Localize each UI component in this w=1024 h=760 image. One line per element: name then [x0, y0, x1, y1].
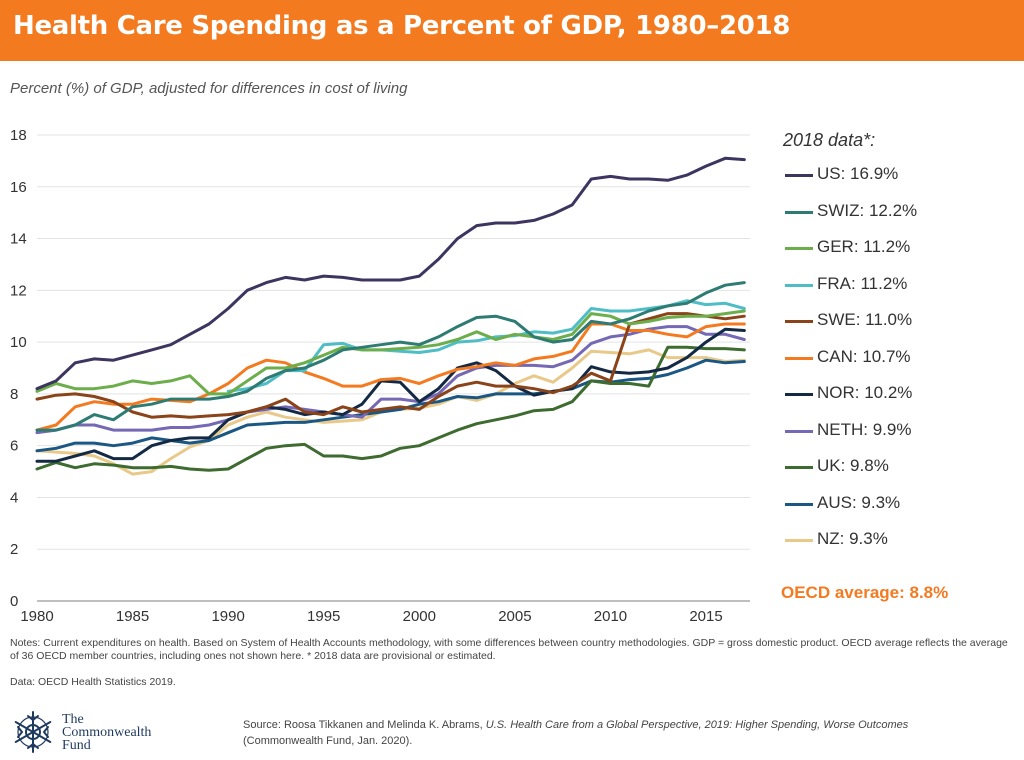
chart-subtitle: Percent (%) of GDP, adjusted for differe…	[10, 80, 408, 97]
source-prefix: Source: Roosa Tikkanen and Melinda K. Ab…	[243, 719, 486, 731]
x-tick-label: 1985	[116, 608, 149, 625]
legend-label: FRA: 11.2%	[817, 273, 908, 293]
x-tick-label: 2015	[689, 608, 722, 625]
commonwealth-fund-snowflake-icon	[14, 711, 52, 753]
legend-label: CAN: 10.7%	[817, 346, 911, 366]
x-axis-ticks: 1980 1985 1990 1995 2000 2005 2010 2015	[20, 608, 722, 625]
legend-item: GER: 11.2%	[785, 237, 1005, 261]
y-axis-ticks: 0 2 4 6 8 10 12 14 16 18	[10, 127, 27, 610]
legend-item: NOR: 10.2%	[785, 383, 1005, 407]
data-source: Data: OECD Health Statistics 2019.	[10, 676, 176, 688]
series-line-aus	[35, 358, 746, 453]
legend-item: SWE: 11.0%	[785, 310, 1005, 334]
legend-swatch	[785, 502, 813, 506]
legend-label: UK: 9.8%	[817, 456, 889, 475]
y-tick-label: 16	[10, 179, 27, 196]
y-tick-label: 10	[10, 334, 27, 351]
legend-label: SWIZ: 12.2%	[817, 200, 918, 220]
source-citation: Source: Roosa Tikkanen and Melinda K. Ab…	[243, 717, 1003, 749]
legend-swatch	[785, 174, 813, 177]
logo-line-3: Fund	[62, 738, 91, 753]
legend-item: US: 16.9%	[785, 164, 1005, 188]
y-tick-label: 6	[10, 438, 18, 455]
legend-item: UK: 9.8%	[785, 456, 1005, 480]
x-tick-label: 2010	[594, 608, 627, 625]
series-line-us	[35, 156, 746, 391]
y-tick-label: 8	[10, 386, 18, 403]
legend-label: NOR: 10.2%	[817, 383, 913, 402]
legend-swatch	[785, 429, 813, 433]
chart-gridlines	[37, 134, 750, 602]
series-line-swiz	[35, 281, 746, 432]
y-tick-label: 12	[10, 282, 27, 299]
legend-label: SWE: 11.0%	[817, 310, 913, 329]
legend-item: SWIZ: 12.2%	[785, 201, 1005, 225]
legend-item: AUS: 9.3%	[785, 493, 1005, 517]
chart-title: Health Care Spending as a Percent of GDP…	[13, 11, 791, 41]
x-tick-label: 1980	[20, 608, 53, 625]
logo-line-1: The	[62, 712, 84, 727]
chart-series-lines	[35, 156, 746, 476]
legend-label: NZ: 9.3%	[817, 529, 888, 548]
legend-title: 2018 data*:	[783, 130, 876, 150]
y-tick-label: 2	[10, 541, 18, 558]
y-tick-label: 18	[10, 127, 27, 144]
legend-swatch	[785, 210, 813, 214]
chart-notes: Notes: Current expenditures on health. B…	[10, 637, 1008, 662]
x-tick-label: 2000	[403, 608, 436, 625]
legend-swatch	[785, 466, 813, 469]
legend-label: AUS: 9.3%	[817, 492, 901, 512]
legend-item: NZ: 9.3%	[785, 529, 1005, 553]
legend-label: US: 16.9%	[817, 164, 899, 183]
legend-label: GER: 11.2%	[817, 237, 911, 256]
legend-item: FRA: 11.2%	[785, 274, 1005, 298]
y-tick-label: 14	[10, 231, 27, 248]
title-banner: Health Care Spending as a Percent of GDP…	[0, 0, 1024, 61]
legend-swatch	[785, 320, 813, 323]
series-line-uk	[35, 345, 746, 472]
y-tick-label: 4	[10, 489, 18, 506]
y-tick-label: 0	[10, 593, 18, 610]
commonwealth-fund-logo-text: The Commonwealth Fund	[62, 712, 152, 753]
legend-swatch	[785, 356, 813, 360]
logo-line-2: Commonwealth	[62, 725, 152, 740]
series-line-swe	[35, 312, 746, 419]
legend-item: NETH: 9.9%	[785, 420, 1005, 444]
x-tick-label: 1990	[211, 608, 244, 625]
legend-swatch	[785, 539, 813, 542]
series-line-nor	[35, 327, 746, 463]
source-title: U.S. Health Care from a Global Perspecti…	[485, 719, 909, 731]
oecd-average-label: OECD average: 8.8%	[781, 583, 949, 602]
legend-swatch	[785, 393, 813, 396]
series-line-ger	[35, 309, 746, 396]
line-chart: 1980 1985 1990 1995 2000 2005 2010 2015 0 2 4 6 8 10…	[10, 127, 750, 625]
x-tick-label: 2005	[498, 608, 531, 625]
legend-item: CAN: 10.7%	[785, 347, 1005, 371]
source-suffix: (Commonwealth Fund, Jan. 2020).	[243, 735, 413, 747]
legend-swatch	[785, 283, 813, 287]
x-tick-label: 1995	[307, 608, 340, 625]
legend-swatch	[785, 247, 813, 250]
legend-label: NETH: 9.9%	[817, 419, 912, 439]
